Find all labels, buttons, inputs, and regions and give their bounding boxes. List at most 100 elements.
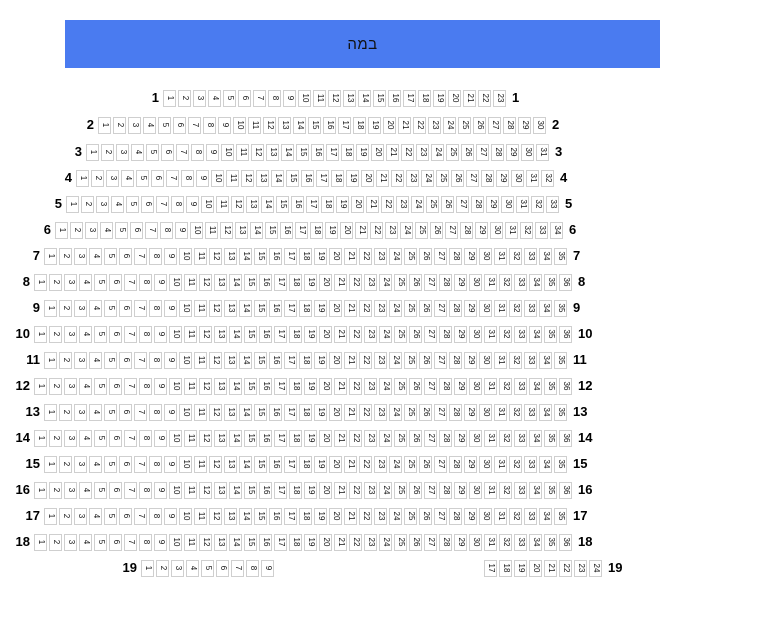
seat[interactable]: 22 xyxy=(359,507,372,525)
seat[interactable]: 25 xyxy=(394,377,407,395)
seat[interactable]: 9 xyxy=(218,116,231,134)
seat[interactable]: 21 xyxy=(344,247,357,265)
seat[interactable]: 21 xyxy=(386,143,399,161)
seat[interactable]: 20 xyxy=(351,195,364,213)
seat[interactable]: 32 xyxy=(541,169,554,187)
seat[interactable]: 16 xyxy=(311,143,324,161)
seat[interactable]: 11 xyxy=(184,429,197,447)
seat[interactable]: 16 xyxy=(259,533,272,551)
seat[interactable]: 4 xyxy=(89,507,102,525)
seat[interactable]: 16 xyxy=(269,403,282,421)
seat[interactable]: 11 xyxy=(194,299,207,317)
seat[interactable]: 26 xyxy=(409,533,422,551)
seat[interactable]: 17 xyxy=(484,559,497,577)
seat[interactable]: 15 xyxy=(244,273,257,291)
seat[interactable]: 23 xyxy=(374,351,387,369)
seat[interactable]: 25 xyxy=(458,116,471,134)
seat[interactable]: 32 xyxy=(499,325,512,343)
seat[interactable]: 13 xyxy=(214,533,227,551)
seat[interactable]: 35 xyxy=(544,533,557,551)
seat[interactable]: 31 xyxy=(484,533,497,551)
seat[interactable]: 18 xyxy=(499,559,512,577)
seat[interactable]: 17 xyxy=(295,221,308,239)
seat[interactable]: 14 xyxy=(261,195,274,213)
seat[interactable]: 30 xyxy=(469,481,482,499)
seat[interactable]: 18 xyxy=(299,507,312,525)
seat[interactable]: 8 xyxy=(171,195,184,213)
seat[interactable]: 2 xyxy=(70,221,83,239)
seat[interactable]: 13 xyxy=(214,325,227,343)
seat[interactable]: 3 xyxy=(64,325,77,343)
seat[interactable]: 36 xyxy=(559,273,572,291)
seat[interactable]: 34 xyxy=(539,299,552,317)
seat[interactable]: 30 xyxy=(479,351,492,369)
seat[interactable]: 20 xyxy=(383,116,396,134)
seat[interactable]: 32 xyxy=(509,247,522,265)
seat[interactable]: 6 xyxy=(119,299,132,317)
seat[interactable]: 26 xyxy=(419,351,432,369)
seat[interactable]: 27 xyxy=(476,143,489,161)
seat[interactable]: 8 xyxy=(149,507,162,525)
seat[interactable]: 11 xyxy=(313,89,326,107)
seat[interactable]: 9 xyxy=(175,221,188,239)
seat[interactable]: 34 xyxy=(539,247,552,265)
seat[interactable]: 27 xyxy=(434,455,447,473)
seat[interactable]: 2 xyxy=(59,351,72,369)
seat[interactable]: 13 xyxy=(278,116,291,134)
seat[interactable]: 1 xyxy=(141,559,154,577)
seat[interactable]: 32 xyxy=(499,481,512,499)
seat[interactable]: 19 xyxy=(356,143,369,161)
seat[interactable]: 9 xyxy=(154,429,167,447)
seat[interactable]: 31 xyxy=(494,507,507,525)
seat[interactable]: 6 xyxy=(141,195,154,213)
seat[interactable]: 14 xyxy=(239,299,252,317)
seat[interactable]: 33 xyxy=(524,299,537,317)
seat[interactable]: 22 xyxy=(401,143,414,161)
seat[interactable]: 1 xyxy=(98,116,111,134)
seat[interactable]: 34 xyxy=(539,403,552,421)
seat[interactable]: 31 xyxy=(494,247,507,265)
seat[interactable]: 35 xyxy=(544,481,557,499)
seat[interactable]: 22 xyxy=(349,377,362,395)
seat[interactable]: 9 xyxy=(154,481,167,499)
seat[interactable]: 20 xyxy=(529,559,542,577)
seat[interactable]: 20 xyxy=(319,481,332,499)
seat[interactable]: 27 xyxy=(434,351,447,369)
seat[interactable]: 2 xyxy=(49,429,62,447)
seat[interactable]: 28 xyxy=(449,247,462,265)
seat[interactable]: 15 xyxy=(254,247,267,265)
seat[interactable]: 28 xyxy=(449,455,462,473)
seat[interactable]: 14 xyxy=(229,377,242,395)
seat[interactable]: 8 xyxy=(203,116,216,134)
seat[interactable]: 7 xyxy=(188,116,201,134)
seat[interactable]: 5 xyxy=(94,377,107,395)
seat[interactable]: 7 xyxy=(124,533,137,551)
seat[interactable]: 19 xyxy=(304,325,317,343)
seat[interactable]: 24 xyxy=(379,533,392,551)
seat[interactable]: 16 xyxy=(259,377,272,395)
seat[interactable]: 28 xyxy=(503,116,516,134)
seat[interactable]: 24 xyxy=(389,299,402,317)
seat[interactable]: 33 xyxy=(514,273,527,291)
seat[interactable]: 22 xyxy=(349,533,362,551)
seat[interactable]: 7 xyxy=(134,351,147,369)
seat[interactable]: 7 xyxy=(134,247,147,265)
seat[interactable]: 1 xyxy=(34,273,47,291)
seat[interactable]: 14 xyxy=(239,351,252,369)
seat[interactable]: 26 xyxy=(419,455,432,473)
seat[interactable]: 19 xyxy=(314,299,327,317)
seat[interactable]: 1 xyxy=(76,169,89,187)
seat[interactable]: 6 xyxy=(109,273,122,291)
seat[interactable]: 2 xyxy=(49,273,62,291)
seat[interactable]: 24 xyxy=(379,429,392,447)
seat[interactable]: 17 xyxy=(338,116,351,134)
seat[interactable]: 15 xyxy=(286,169,299,187)
seat[interactable]: 9 xyxy=(154,325,167,343)
seat[interactable]: 9 xyxy=(154,377,167,395)
seat[interactable]: 1 xyxy=(44,299,57,317)
seat[interactable]: 28 xyxy=(481,169,494,187)
seat[interactable]: 16 xyxy=(259,325,272,343)
seat[interactable]: 14 xyxy=(239,247,252,265)
seat[interactable]: 18 xyxy=(289,429,302,447)
seat[interactable]: 24 xyxy=(389,351,402,369)
